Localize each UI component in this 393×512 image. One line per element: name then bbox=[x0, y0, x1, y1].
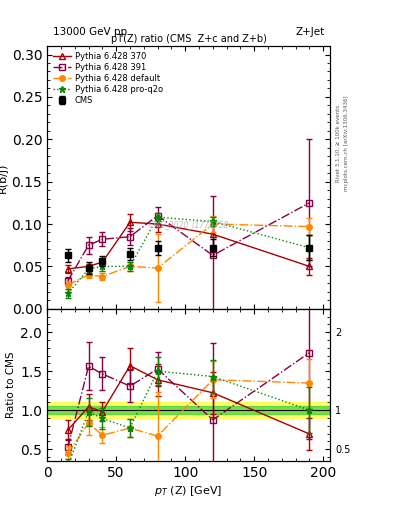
Pythia 6.428 370 bbox=[66, 266, 70, 272]
Text: Z+Jet: Z+Jet bbox=[295, 27, 325, 37]
Pythia 6.428 370 bbox=[86, 263, 91, 269]
X-axis label: $p_T$ (Z) [GeV]: $p_T$ (Z) [GeV] bbox=[154, 484, 223, 498]
Pythia 6.428 default bbox=[86, 272, 91, 278]
Pythia 6.428 pro-q2o bbox=[86, 266, 91, 272]
Text: 13000 GeV pp: 13000 GeV pp bbox=[53, 27, 127, 37]
Pythia 6.428 pro-q2o bbox=[307, 245, 312, 251]
Pythia 6.428 default bbox=[307, 223, 312, 229]
Pythia 6.428 370 bbox=[155, 221, 160, 227]
Line: Pythia 6.428 default: Pythia 6.428 default bbox=[65, 221, 312, 288]
Pythia 6.428 370 bbox=[210, 231, 215, 237]
Pythia 6.428 391 bbox=[307, 200, 312, 206]
Pythia 6.428 391 bbox=[66, 278, 70, 284]
Pythia 6.428 pro-q2o bbox=[100, 263, 105, 269]
Pythia 6.428 pro-q2o bbox=[155, 214, 160, 220]
Pythia 6.428 default bbox=[100, 273, 105, 280]
Pythia 6.428 391 bbox=[86, 242, 91, 248]
Pythia 6.428 default bbox=[155, 265, 160, 271]
Pythia 6.428 pro-q2o bbox=[66, 290, 70, 296]
Pythia 6.428 default bbox=[210, 221, 215, 227]
Text: Rivet 3.1.10, ≥ 100k events: Rivet 3.1.10, ≥ 100k events bbox=[336, 105, 341, 182]
Line: Pythia 6.428 370: Pythia 6.428 370 bbox=[65, 220, 312, 272]
Pythia 6.428 370 bbox=[307, 263, 312, 269]
Bar bbox=[47, 402, 330, 418]
Title: pT(Z) ratio (CMS  Z+c and Z+b): pT(Z) ratio (CMS Z+c and Z+b) bbox=[111, 34, 266, 44]
Pythia 6.428 370 bbox=[128, 219, 132, 225]
Legend: Pythia 6.428 370, Pythia 6.428 391, Pythia 6.428 default, Pythia 6.428 pro-q2o, : Pythia 6.428 370, Pythia 6.428 391, Pyth… bbox=[51, 50, 164, 107]
Y-axis label: R(b/j): R(b/j) bbox=[0, 162, 7, 193]
Y-axis label: Ratio to CMS: Ratio to CMS bbox=[6, 351, 16, 418]
Line: Pythia 6.428 pro-q2o: Pythia 6.428 pro-q2o bbox=[64, 214, 313, 297]
Pythia 6.428 default bbox=[66, 282, 70, 288]
Pythia 6.428 391 bbox=[210, 252, 215, 259]
Pythia 6.428 391 bbox=[128, 233, 132, 240]
Pythia 6.428 370 bbox=[100, 259, 105, 265]
Text: mcplots.cern.ch [arXiv:1306.3436]: mcplots.cern.ch [arXiv:1306.3436] bbox=[344, 96, 349, 191]
Bar bbox=[47, 406, 330, 414]
Pythia 6.428 391 bbox=[155, 212, 160, 219]
Line: Pythia 6.428 391: Pythia 6.428 391 bbox=[65, 200, 312, 284]
Pythia 6.428 pro-q2o bbox=[210, 219, 215, 225]
Text: CMS_2020_I1776758: CMS_2020_I1776758 bbox=[149, 220, 229, 229]
Pythia 6.428 default bbox=[128, 263, 132, 269]
Pythia 6.428 391 bbox=[100, 236, 105, 242]
Pythia 6.428 pro-q2o bbox=[128, 263, 132, 269]
